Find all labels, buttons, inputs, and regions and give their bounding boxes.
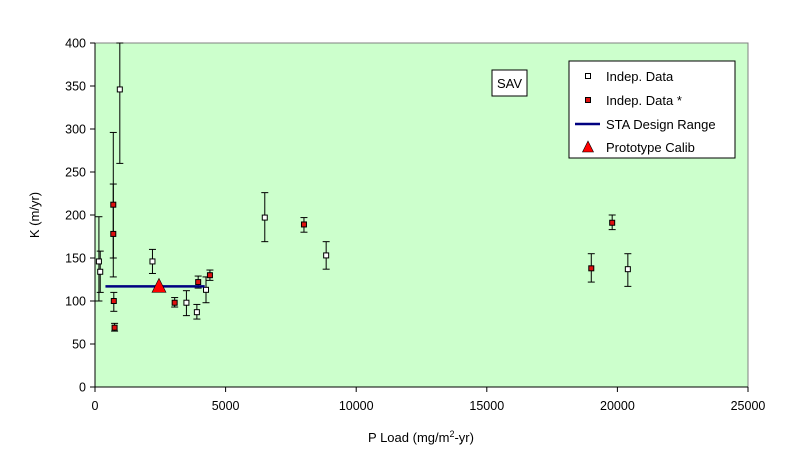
y-tick-label: 250: [65, 166, 86, 180]
x-tick-label: 20000: [600, 399, 635, 413]
data-point-indep-star: [110, 230, 117, 237]
legend-label-indep-data-star: Indep. Data *: [606, 93, 682, 108]
y-tick-label: 350: [65, 80, 86, 94]
legend-label-sta-design-range: STA Design Range: [606, 117, 716, 132]
legend-marker-indep-data-star: [585, 97, 591, 103]
legend: Indep. Data Indep. Data * STA Design Ran…: [568, 60, 736, 159]
data-point-indep: [97, 268, 104, 275]
data-point-indep: [193, 309, 200, 316]
y-tick-label: 100: [65, 295, 86, 309]
legend-box: [568, 60, 736, 159]
data-point-indep: [183, 299, 190, 306]
x-tick-label: 0: [92, 399, 99, 413]
data-point-indep-star: [609, 219, 616, 226]
data-point-indep-star: [588, 265, 595, 272]
data-point-indep-star: [111, 324, 118, 331]
x-axis-label: P Load (mg/m2-yr): [368, 429, 474, 445]
sav-annotation: SAV: [491, 69, 528, 97]
sav-annotation-box: [491, 69, 528, 97]
legend-marker-prototype-calib: [582, 140, 594, 153]
data-point-indep-star: [171, 299, 178, 306]
x-tick-label: 10000: [339, 399, 374, 413]
y-axis-label: K (m/yr): [27, 192, 42, 238]
x-axis-label-tail: -yr): [454, 430, 474, 445]
data-point-indep: [116, 86, 123, 93]
data-point-indep-star: [206, 272, 213, 279]
data-point-indep-star: [195, 279, 202, 286]
legend-label-indep-data: Indep. Data: [606, 69, 674, 84]
data-point-indep: [95, 258, 102, 265]
x-axis-label-superscript: 2: [449, 429, 454, 439]
data-point-indep: [624, 266, 631, 273]
y-tick-label: 200: [65, 209, 86, 223]
y-ticks: 0 50 100 150 200 250 300 350 400: [65, 37, 95, 395]
data-point-indep: [203, 286, 210, 293]
x-tick-label: 15000: [469, 399, 504, 413]
data-point-indep: [261, 214, 268, 221]
sav-annotation-text: SAV: [497, 76, 522, 91]
x-tick-label: 5000: [212, 399, 240, 413]
y-tick-label: 0: [79, 381, 86, 395]
legend-label-prototype-calib: Prototype Calib: [606, 140, 695, 155]
data-point-indep: [323, 252, 330, 259]
x-ticks: 0 5000 10000 15000 20000 25000: [92, 387, 766, 413]
prototype-calib-marker: [151, 277, 167, 293]
y-tick-label: 300: [65, 123, 86, 137]
y-tick-label: 50: [72, 338, 86, 352]
x-tick-label: 25000: [731, 399, 766, 413]
series-layer: [95, 86, 631, 331]
data-point-indep: [149, 258, 156, 265]
data-point-indep-star: [110, 298, 117, 304]
y-tick-label: 150: [65, 252, 86, 266]
legend-marker-indep-data: [585, 73, 591, 79]
data-point-indep-star: [110, 201, 117, 208]
y-tick-label: 400: [65, 37, 86, 51]
data-point-indep-star: [300, 221, 307, 228]
